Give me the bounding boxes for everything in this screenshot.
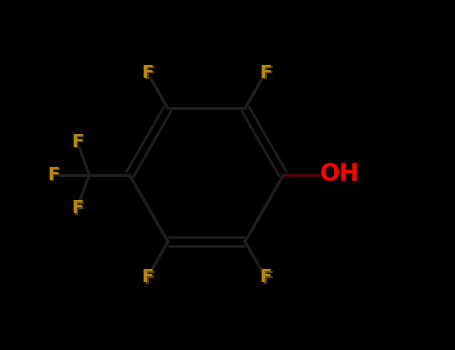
Text: F: F [259, 64, 272, 82]
Text: F: F [49, 167, 61, 186]
Text: F: F [143, 65, 155, 83]
Text: F: F [47, 166, 59, 184]
Text: F: F [71, 133, 83, 151]
Text: F: F [71, 199, 83, 217]
Text: F: F [143, 270, 155, 288]
Text: OH: OH [320, 162, 360, 186]
Text: F: F [73, 134, 85, 152]
Text: F: F [261, 270, 273, 288]
Text: F: F [259, 268, 272, 286]
Text: F: F [261, 65, 273, 83]
Text: F: F [141, 268, 153, 286]
Text: F: F [73, 201, 85, 219]
Text: F: F [141, 64, 153, 82]
